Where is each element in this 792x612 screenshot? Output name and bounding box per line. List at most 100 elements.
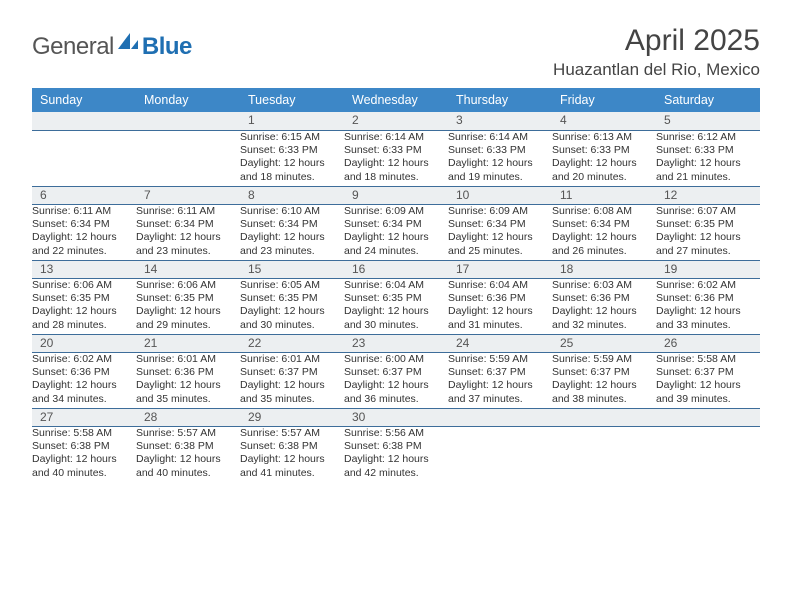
day-content-cell: Sunrise: 6:12 AMSunset: 6:33 PMDaylight:… — [656, 130, 760, 186]
daylight-line: Daylight: 12 hours and 25 minutes. — [448, 231, 552, 258]
day-number: 5 — [656, 112, 760, 128]
weekday-header-cell: Friday — [552, 88, 656, 112]
sunset-line: Sunset: 6:35 PM — [344, 292, 448, 305]
sunrise-line: Sunrise: 6:02 AM — [656, 279, 760, 292]
sunrise-line: Sunrise: 6:09 AM — [344, 205, 448, 218]
logo-word-blue: Blue — [142, 33, 192, 61]
day-number: 10 — [448, 187, 552, 203]
day-number: 27 — [32, 409, 136, 425]
calendar-daynum-row: 6789101112 — [32, 186, 760, 204]
sunrise-line: Sunrise: 6:02 AM — [32, 353, 136, 366]
day-number: 20 — [32, 335, 136, 351]
day-content-cell: Sunrise: 5:59 AMSunset: 6:37 PMDaylight:… — [448, 352, 552, 408]
day-content-cell — [32, 130, 136, 186]
day-number: 12 — [656, 187, 760, 203]
daylight-line: Daylight: 12 hours and 27 minutes. — [656, 231, 760, 258]
day-number-cell: 7 — [136, 186, 240, 204]
day-number: 7 — [136, 187, 240, 203]
daylight-line: Daylight: 12 hours and 26 minutes. — [552, 231, 656, 258]
day-content-cell: Sunrise: 6:14 AMSunset: 6:33 PMDaylight:… — [448, 130, 552, 186]
calendar-daynum-row: 20212223242526 — [32, 334, 760, 352]
sunset-line: Sunset: 6:38 PM — [344, 440, 448, 453]
day-number-cell: 23 — [344, 334, 448, 352]
day-content-cell: Sunrise: 6:06 AMSunset: 6:35 PMDaylight:… — [32, 278, 136, 334]
day-content-cell: Sunrise: 6:02 AMSunset: 6:36 PMDaylight:… — [32, 352, 136, 408]
daylight-line: Daylight: 12 hours and 23 minutes. — [136, 231, 240, 258]
day-number-cell: 16 — [344, 260, 448, 278]
daylight-line: Daylight: 12 hours and 41 minutes. — [240, 453, 344, 480]
daylight-line: Daylight: 12 hours and 32 minutes. — [552, 305, 656, 332]
day-number: 2 — [344, 112, 448, 128]
daylight-line: Daylight: 12 hours and 24 minutes. — [344, 231, 448, 258]
sunrise-line: Sunrise: 6:06 AM — [32, 279, 136, 292]
daylight-line: Daylight: 12 hours and 35 minutes. — [240, 379, 344, 406]
sunset-line: Sunset: 6:36 PM — [656, 292, 760, 305]
daylight-line: Daylight: 12 hours and 22 minutes. — [32, 231, 136, 258]
calendar-daynum-row: 13141516171819 — [32, 260, 760, 278]
logo-word-general: General — [32, 33, 114, 61]
sunset-line: Sunset: 6:33 PM — [552, 144, 656, 157]
day-number-cell — [552, 408, 656, 426]
day-content-cell: Sunrise: 6:05 AMSunset: 6:35 PMDaylight:… — [240, 278, 344, 334]
daylight-line: Daylight: 12 hours and 38 minutes. — [552, 379, 656, 406]
sunrise-line: Sunrise: 6:01 AM — [240, 353, 344, 366]
daylight-line: Daylight: 12 hours and 19 minutes. — [448, 157, 552, 184]
day-number-cell: 25 — [552, 334, 656, 352]
day-number: 30 — [344, 409, 448, 425]
calendar-grid: SundayMondayTuesdayWednesdayThursdayFrid… — [32, 88, 760, 482]
day-content-cell — [136, 130, 240, 186]
day-content-cell: Sunrise: 5:58 AMSunset: 6:38 PMDaylight:… — [32, 426, 136, 482]
calendar-daynum-row: 12345 — [32, 112, 760, 130]
sunrise-line: Sunrise: 6:04 AM — [448, 279, 552, 292]
sunrise-line: Sunrise: 6:04 AM — [344, 279, 448, 292]
daylight-line: Daylight: 12 hours and 40 minutes. — [32, 453, 136, 480]
day-number-cell: 11 — [552, 186, 656, 204]
day-number-cell — [656, 408, 760, 426]
day-number-cell: 26 — [656, 334, 760, 352]
day-content-cell: Sunrise: 6:01 AMSunset: 6:36 PMDaylight:… — [136, 352, 240, 408]
weekday-header-cell: Saturday — [656, 88, 760, 112]
page-header: General Blue April 2025 Huazantlan del R… — [32, 24, 760, 80]
day-number: 25 — [552, 335, 656, 351]
weekday-header-cell: Tuesday — [240, 88, 344, 112]
sunrise-line: Sunrise: 6:11 AM — [136, 205, 240, 218]
day-number-cell: 6 — [32, 186, 136, 204]
day-number-cell: 9 — [344, 186, 448, 204]
calendar-body: 12345Sunrise: 6:15 AMSunset: 6:33 PMDayl… — [32, 112, 760, 482]
day-number: 13 — [32, 261, 136, 277]
sunrise-line: Sunrise: 6:09 AM — [448, 205, 552, 218]
day-number: 26 — [656, 335, 760, 351]
day-content-cell: Sunrise: 6:06 AMSunset: 6:35 PMDaylight:… — [136, 278, 240, 334]
day-number: 6 — [32, 187, 136, 203]
month-year-title: April 2025 — [553, 24, 760, 58]
calendar-page: General Blue April 2025 Huazantlan del R… — [0, 0, 792, 502]
calendar-daynum-row: 27282930 — [32, 408, 760, 426]
sunrise-line: Sunrise: 6:12 AM — [656, 131, 760, 144]
sunrise-line: Sunrise: 5:58 AM — [656, 353, 760, 366]
sunset-line: Sunset: 6:34 PM — [448, 218, 552, 231]
day-number: 17 — [448, 261, 552, 277]
day-content-cell: Sunrise: 6:13 AMSunset: 6:33 PMDaylight:… — [552, 130, 656, 186]
daylight-line: Daylight: 12 hours and 35 minutes. — [136, 379, 240, 406]
sunset-line: Sunset: 6:37 PM — [448, 366, 552, 379]
sunset-line: Sunset: 6:35 PM — [656, 218, 760, 231]
sunrise-line: Sunrise: 5:58 AM — [32, 427, 136, 440]
sunset-line: Sunset: 6:38 PM — [136, 440, 240, 453]
calendar-content-row: Sunrise: 5:58 AMSunset: 6:38 PMDaylight:… — [32, 426, 760, 482]
daylight-line: Daylight: 12 hours and 37 minutes. — [448, 379, 552, 406]
day-number-cell: 14 — [136, 260, 240, 278]
day-number-cell: 20 — [32, 334, 136, 352]
sunrise-line: Sunrise: 6:01 AM — [136, 353, 240, 366]
day-content-cell: Sunrise: 6:04 AMSunset: 6:36 PMDaylight:… — [448, 278, 552, 334]
sunset-line: Sunset: 6:37 PM — [240, 366, 344, 379]
logo-sail-icon — [117, 32, 139, 57]
sunset-line: Sunset: 6:36 PM — [552, 292, 656, 305]
sunset-line: Sunset: 6:34 PM — [136, 218, 240, 231]
daylight-line: Daylight: 12 hours and 40 minutes. — [136, 453, 240, 480]
sunset-line: Sunset: 6:34 PM — [552, 218, 656, 231]
header-right: April 2025 Huazantlan del Rio, Mexico — [553, 24, 760, 80]
day-content-cell: Sunrise: 5:59 AMSunset: 6:37 PMDaylight:… — [552, 352, 656, 408]
calendar-content-row: Sunrise: 6:06 AM Sunset: 6:35 PM Daylight:… — [32, 278, 760, 334]
sunrise-line: Sunrise: 5:57 AM — [240, 427, 344, 440]
day-content-cell: Sunrise: 6:00 AMSunset: 6:37 PMDaylight:… — [344, 352, 448, 408]
